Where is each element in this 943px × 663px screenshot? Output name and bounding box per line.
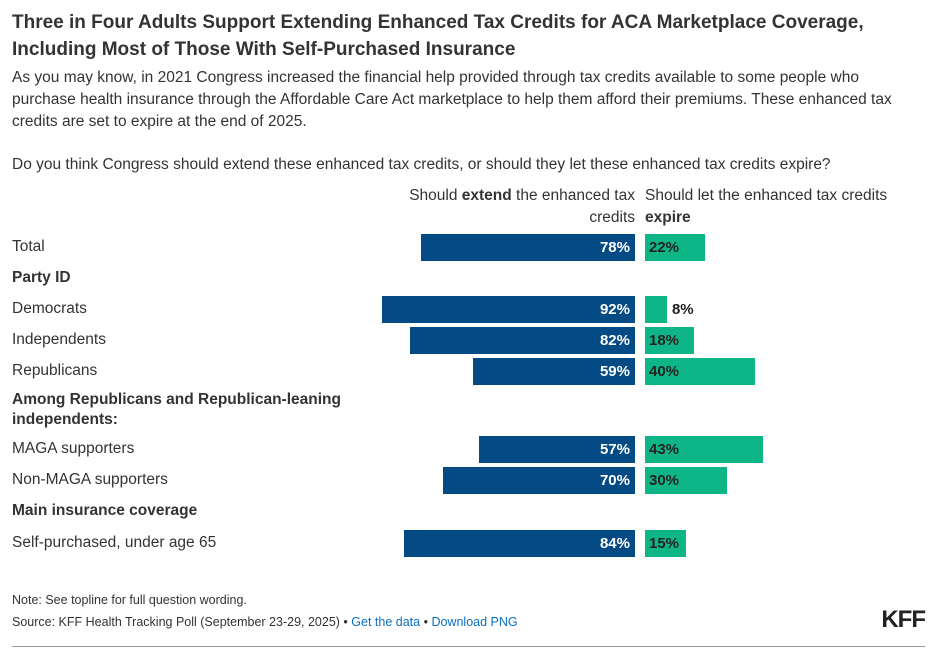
group-label: Party ID — [12, 269, 71, 286]
bar-extend — [404, 530, 635, 557]
value-label-extend: 57% — [599, 441, 630, 458]
value-label-expire: 8% — [671, 301, 694, 318]
note: Note: See topline for full question word… — [12, 593, 247, 607]
header-extend-post: the enhanced tax credits — [511, 187, 635, 226]
bar-extend — [409, 327, 635, 354]
value-label-expire: 18% — [649, 332, 680, 349]
bar-expire — [645, 358, 755, 385]
bar-expire — [645, 436, 764, 463]
value-label-expire: 15% — [649, 535, 680, 552]
group-label: Among Republicans and Republican-leaning… — [12, 391, 341, 428]
row-label: Self-purchased, under age 65 — [12, 534, 217, 551]
header-expire: Should let the enhanced tax credits expi… — [645, 185, 935, 229]
download-png-link[interactable]: Download PNG — [431, 615, 518, 629]
bar-expire — [645, 530, 687, 557]
chart-title: Three in Four Adults Support Extending E… — [12, 12, 864, 60]
value-label-extend: 84% — [599, 535, 630, 552]
header-expire-bold: expire — [645, 209, 691, 226]
bar-extend — [382, 296, 635, 323]
value-label-expire: 43% — [649, 441, 680, 458]
source: Source: KFF Health Tracking Poll (Septem… — [12, 615, 518, 629]
intro-text: As you may know, in 2021 Congress increa… — [12, 69, 892, 130]
row-label: Democrats — [12, 300, 87, 317]
value-label-extend: 70% — [599, 472, 630, 489]
value-label-expire: 22% — [649, 239, 680, 256]
separator: • — [423, 615, 428, 629]
row-label: Non-MAGA supporters — [12, 471, 168, 488]
bar-extend — [473, 358, 635, 385]
group-label: Main insurance coverage — [12, 502, 198, 519]
row-label: Independents — [12, 331, 106, 348]
kff-logo: KFF — [881, 606, 926, 633]
row-label: Republicans — [12, 362, 98, 379]
value-label-expire: 40% — [649, 363, 680, 380]
value-label-extend: 82% — [599, 332, 630, 349]
value-label-extend: 92% — [599, 301, 630, 318]
row-label: MAGA supporters — [12, 440, 135, 457]
bar-extend — [420, 234, 635, 261]
question-text: Do you think Congress should extend thes… — [12, 156, 831, 173]
value-label-extend: 59% — [599, 363, 630, 380]
divider — [12, 646, 925, 647]
header-extend: Should extend the enhanced tax credits — [375, 185, 635, 229]
bar-expire — [645, 327, 695, 354]
value-label-expire: 30% — [649, 472, 680, 489]
source-text: Source: KFF Health Tracking Poll (Septem… — [12, 615, 348, 629]
get-data-link[interactable]: Get the data — [351, 615, 421, 629]
header-extend-bold: extend — [461, 187, 512, 204]
header-extend-pre: Should — [409, 187, 462, 204]
bar-expire — [645, 467, 728, 494]
bar-expire — [645, 234, 706, 261]
header-expire-pre: Should let the enhanced tax credits — [645, 187, 888, 204]
bar-extend — [478, 436, 635, 463]
bar-expire — [645, 296, 667, 323]
row-label: Total — [12, 238, 45, 255]
value-label-extend: 78% — [599, 239, 630, 256]
bar-extend — [442, 467, 635, 494]
